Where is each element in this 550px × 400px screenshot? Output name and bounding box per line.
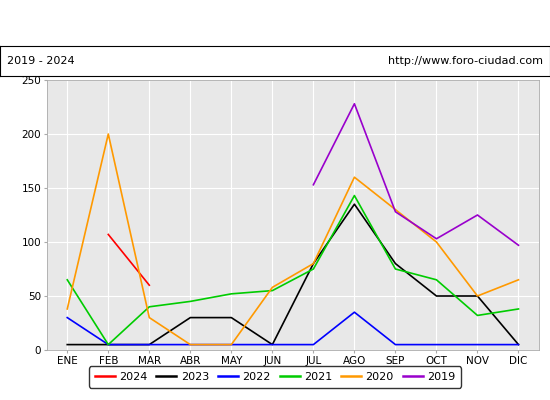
Text: http://www.foro-ciudad.com: http://www.foro-ciudad.com bbox=[388, 56, 543, 66]
Text: Evolucion Nº Turistas Nacionales en el municipio de Sot de Chera: Evolucion Nº Turistas Nacionales en el m… bbox=[66, 16, 484, 30]
Text: 2019 - 2024: 2019 - 2024 bbox=[7, 56, 74, 66]
Legend: 2024, 2023, 2022, 2021, 2020, 2019: 2024, 2023, 2022, 2021, 2020, 2019 bbox=[89, 366, 461, 388]
